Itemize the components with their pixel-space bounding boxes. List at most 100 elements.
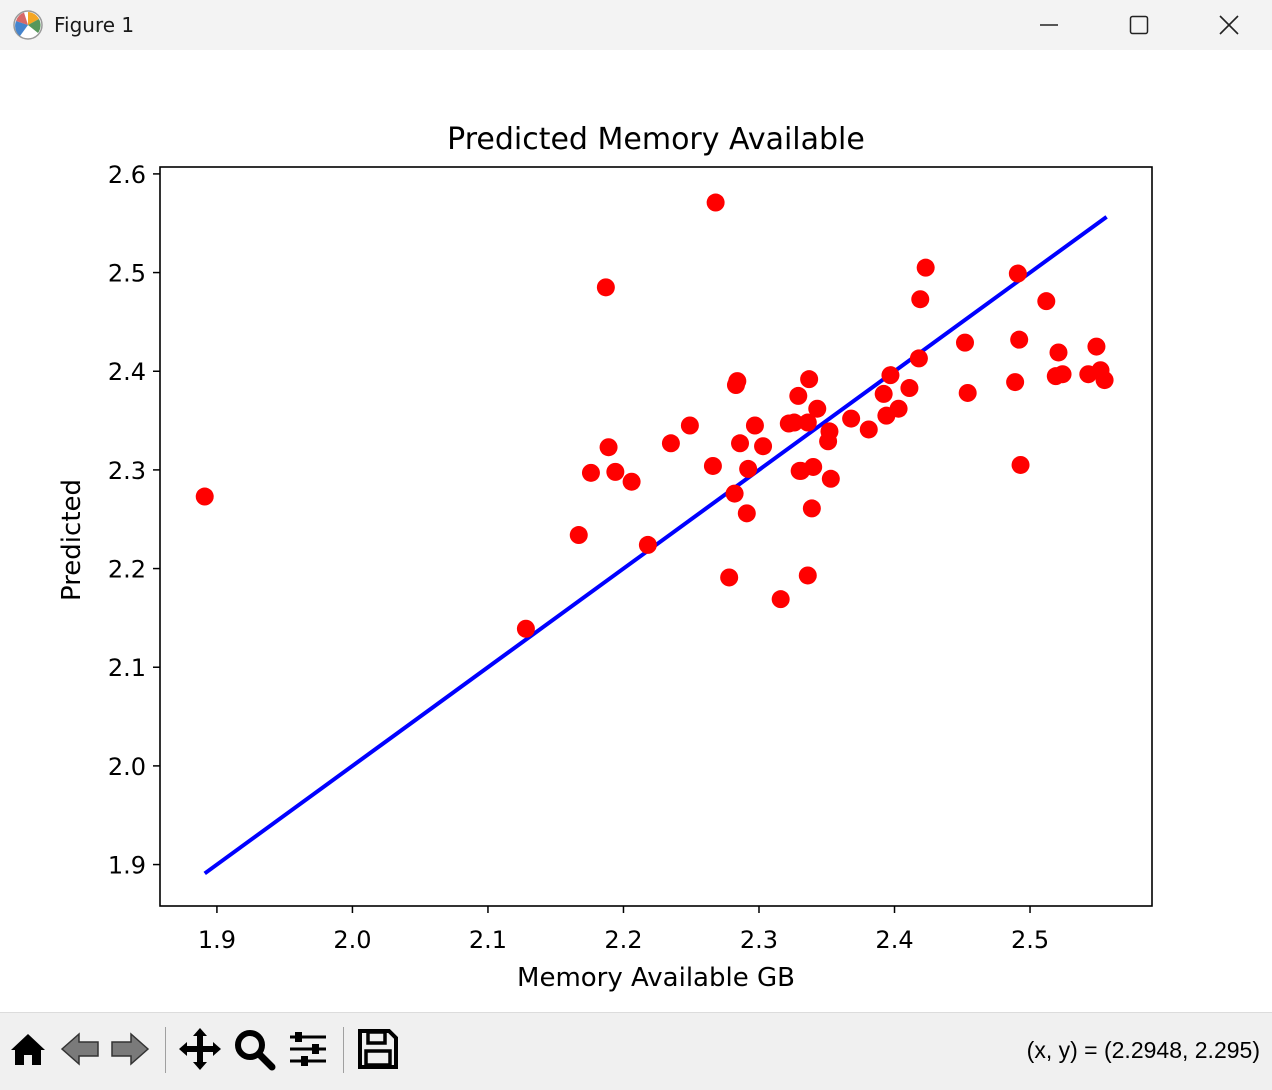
data-point xyxy=(720,568,739,587)
data-point xyxy=(1037,292,1056,311)
x-tick-label: 2.4 xyxy=(875,926,913,954)
data-point xyxy=(821,469,840,488)
x-tick-label: 2.0 xyxy=(333,926,371,954)
data-point xyxy=(606,462,625,481)
data-point xyxy=(1011,455,1030,474)
home-icon xyxy=(11,1034,45,1065)
y-tick-label: 2.3 xyxy=(108,457,146,485)
data-point xyxy=(1008,264,1027,283)
data-point xyxy=(195,487,214,506)
x-tick-label: 2.1 xyxy=(469,926,507,954)
data-point xyxy=(737,504,756,523)
save-icon xyxy=(358,1029,398,1069)
home-button[interactable] xyxy=(6,1027,50,1071)
data-point xyxy=(638,535,657,554)
x-tick-label: 2.3 xyxy=(740,926,778,954)
data-point xyxy=(1049,343,1068,362)
data-point xyxy=(859,420,878,439)
minimize-icon xyxy=(1040,24,1058,26)
data-point xyxy=(596,278,615,297)
data-point xyxy=(909,349,928,368)
zoom-icon xyxy=(235,1030,276,1071)
toolbar-separator xyxy=(165,1027,166,1073)
y-axis-ticks: 1.9 2.0 2.1 2.2 2.3 2.4 2.5 2.6 xyxy=(108,161,160,880)
minimize-button[interactable] xyxy=(1004,0,1094,50)
data-point xyxy=(725,484,744,503)
data-point xyxy=(798,413,817,432)
y-tick-label: 2.4 xyxy=(108,358,146,386)
data-point xyxy=(798,566,817,585)
data-point xyxy=(911,290,930,309)
cursor-coordinates: (x, y) = (2.2948, 2.295) xyxy=(1026,1037,1260,1063)
data-point xyxy=(745,416,764,435)
data-point xyxy=(889,399,908,418)
toolbar-separator xyxy=(343,1027,344,1073)
x-tick-label: 2.2 xyxy=(604,926,642,954)
y-tick-label: 2.0 xyxy=(108,753,146,781)
data-point xyxy=(731,434,750,453)
chart-title: Predicted Memory Available xyxy=(447,122,865,157)
data-points xyxy=(195,193,1114,638)
x-tick-label: 1.9 xyxy=(198,926,236,954)
forward-button[interactable] xyxy=(108,1027,152,1071)
close-icon xyxy=(1219,15,1239,35)
x-axis-ticks: 1.9 2.0 2.1 2.2 2.3 2.4 2.5 xyxy=(198,906,1049,954)
data-point xyxy=(1087,337,1106,356)
y-tick-label: 2.5 xyxy=(108,260,146,288)
y-axis-label: Predicted xyxy=(57,479,87,601)
x-tick-label: 2.5 xyxy=(1011,926,1049,954)
y-tick-label: 2.6 xyxy=(108,161,146,189)
navigation-toolbar: (x, y) = (2.2948, 2.295) xyxy=(0,1012,1272,1090)
data-point xyxy=(800,370,819,389)
back-arrow-icon xyxy=(60,1032,99,1066)
back-button[interactable] xyxy=(58,1027,102,1071)
y-tick-label: 2.2 xyxy=(108,556,146,584)
configure-subplots-icon xyxy=(290,1032,326,1066)
data-point xyxy=(680,416,699,435)
data-point xyxy=(1053,365,1072,384)
data-point xyxy=(706,193,725,212)
maximize-icon xyxy=(1129,15,1149,35)
data-point xyxy=(703,456,722,475)
y-tick-label: 1.9 xyxy=(108,852,146,880)
data-point xyxy=(802,499,821,518)
data-point xyxy=(599,438,618,457)
plot-area xyxy=(159,166,1153,907)
close-button[interactable] xyxy=(1184,0,1272,50)
maximize-button[interactable] xyxy=(1094,0,1184,50)
data-point xyxy=(820,422,839,441)
data-point xyxy=(581,463,600,482)
matplotlib-logo-icon xyxy=(13,10,43,40)
window-title: Figure 1 xyxy=(54,13,135,37)
data-point xyxy=(1010,330,1029,349)
forward-arrow-icon xyxy=(111,1032,150,1066)
window-titlebar: Figure 1 xyxy=(0,0,1272,50)
data-point xyxy=(661,434,680,453)
figure-canvas[interactable]: Predicted Memory Available 1.9 2.0 2.1 2.2 2… xyxy=(0,50,1272,1012)
data-point xyxy=(900,379,919,398)
data-point xyxy=(808,399,827,418)
data-point xyxy=(881,366,900,385)
data-point xyxy=(916,258,935,277)
save-button[interactable] xyxy=(356,1027,400,1071)
zoom-button[interactable] xyxy=(232,1027,276,1071)
data-point xyxy=(785,413,804,432)
data-point xyxy=(874,384,893,403)
data-point xyxy=(1095,371,1114,390)
pan-button[interactable] xyxy=(178,1027,222,1071)
data-point xyxy=(1006,373,1025,392)
x-axis-label: Memory Available GB xyxy=(517,963,795,993)
data-point xyxy=(842,409,861,428)
data-point xyxy=(622,472,641,491)
y-tick-label: 2.1 xyxy=(108,654,146,682)
data-point xyxy=(754,437,773,456)
data-point xyxy=(804,457,823,476)
data-point xyxy=(739,459,758,478)
data-point xyxy=(958,383,977,402)
data-point xyxy=(516,619,535,638)
pan-icon xyxy=(179,1028,221,1070)
data-point xyxy=(789,386,808,405)
configure-subplots-button[interactable] xyxy=(286,1027,330,1071)
data-point xyxy=(569,526,588,545)
data-point xyxy=(955,333,974,352)
